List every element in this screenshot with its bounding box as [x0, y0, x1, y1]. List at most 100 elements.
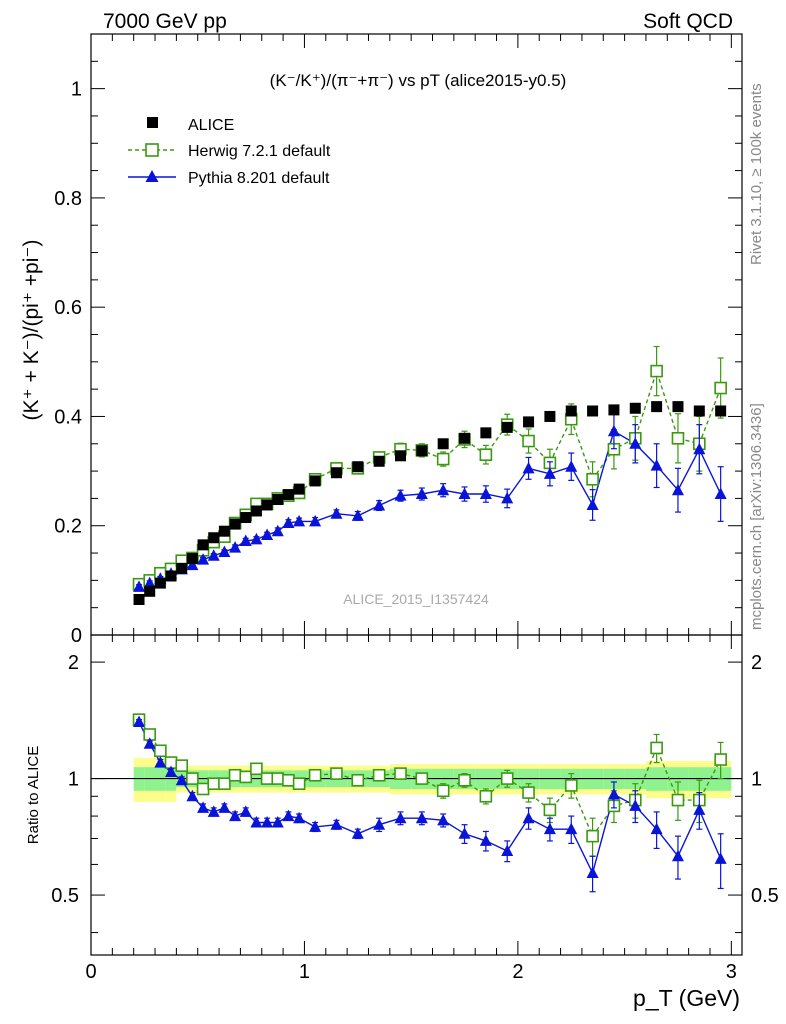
herwig-ratio-point: [175, 759, 189, 772]
pythia-point: [501, 491, 514, 504]
pythia-ratio-point: [186, 789, 199, 802]
alice-point: [272, 494, 284, 506]
y-tick-label-ratio: 0.5: [51, 885, 79, 907]
pythia-point: [351, 509, 364, 521]
alice-point: [459, 432, 471, 444]
herwig-ratio-point: [650, 741, 663, 755]
pythia-ratio-point: [207, 805, 220, 817]
pythia-point: [261, 528, 274, 541]
alice-point: [608, 404, 620, 416]
herwig-ratio-point: [671, 793, 685, 807]
pythia-ratio-point: [218, 801, 231, 813]
pythia-point: [629, 437, 642, 449]
pythia-point: [197, 553, 210, 565]
alice-point: [672, 401, 684, 413]
pythia-ratio-point: [607, 787, 620, 800]
energy-label: 7000 GeV pp: [103, 10, 227, 33]
y-tick-label-main: 0.4: [54, 406, 82, 428]
alice-point: [309, 475, 321, 487]
alice-point: [693, 405, 705, 417]
plot-title: (K⁻/K⁺)/(π⁻+π⁻) vs pT (alice2015-y0.5): [270, 71, 567, 90]
pythia-ratio-point: [394, 811, 407, 824]
alice-point: [197, 539, 209, 551]
pythia-ratio-point: [714, 852, 727, 864]
pythia-ratio-point: [239, 805, 252, 817]
y-tick-label-main: 0: [71, 625, 82, 647]
pythia-ratio-point: [415, 811, 428, 824]
pythia-ratio-point: [693, 803, 706, 815]
ratio-axis-ticks: 0 1 2 3 0.5 0.5 1 1 2 2: [51, 635, 779, 983]
alice-point: [250, 505, 262, 517]
pythia-point: [586, 498, 599, 510]
y-axis-label-ratio: Ratio to ALICE: [25, 746, 42, 844]
herwig-ratio-point: [239, 770, 253, 784]
pythia-point: [394, 489, 407, 501]
pythia-point: [522, 461, 535, 474]
y-axis-label-main: (K⁺ + K⁻)/(pi⁺ +pi⁻): [20, 240, 43, 421]
alice-point: [629, 402, 641, 414]
alice-point: [240, 512, 252, 524]
watermark: ALICE_2015_I1357424: [343, 591, 489, 607]
legend-label-pythia: Pythia 8.201 default: [188, 170, 330, 187]
herwig-ratio-point: [351, 773, 365, 787]
pythia-ratio-point: [586, 866, 599, 879]
y-tick-label-ratio-right: 1: [751, 769, 762, 791]
herwig-ratio-point: [500, 772, 514, 785]
pythia-line: [138, 430, 722, 588]
pythia-point: [693, 442, 706, 455]
y-tick-label-ratio: 1: [68, 769, 79, 791]
alice-point: [282, 489, 294, 501]
alice-point: [208, 532, 220, 544]
x-tick-label: 2: [512, 961, 523, 983]
herwig-ratio-point: [308, 768, 322, 782]
pythia-ratio-point: [437, 813, 450, 826]
pythia-point: [373, 499, 386, 511]
alice-point: [154, 577, 166, 589]
herwig-ratio-point: [271, 772, 285, 785]
pythia-ratio-point: [282, 809, 295, 822]
category-label: Soft QCD: [643, 10, 733, 33]
x-tick-label: 3: [726, 961, 737, 983]
herwig-point: [479, 448, 493, 462]
pythia-point: [143, 576, 156, 589]
pythia-ratio-point: [261, 816, 274, 828]
herwig-ratio-point: [154, 744, 167, 758]
pythia-ratio-point: [271, 816, 284, 828]
y-tick-label-ratio-right: 2: [751, 652, 762, 674]
pythia-point: [133, 580, 146, 592]
pythia-ratio-point: [650, 822, 663, 835]
alice-point: [229, 518, 241, 530]
herwig-point: [436, 452, 450, 466]
pythia-ratio-point: [250, 816, 263, 828]
pythia-point: [479, 487, 492, 500]
ratio-panel-frame: [90, 634, 743, 956]
rivet-label: Rivet 3.1.10, ≥ 100k events: [748, 83, 765, 265]
pythia-point: [309, 514, 322, 527]
herwig-ratio-point: [586, 829, 599, 843]
pythia-point: [607, 424, 620, 437]
herwig-point: [522, 434, 535, 448]
x-axis-label: p_T (GeV): [633, 985, 740, 1011]
pythia-ratio-point: [154, 756, 167, 768]
mcplots-label: mcplots.cern.ch [arXiv:1306.3436]: [748, 403, 765, 630]
herwig-ratio-point: [218, 777, 231, 790]
pythia-ratio-point: [197, 801, 210, 813]
alice-point: [651, 401, 663, 413]
herwig-ratio-point: [196, 782, 210, 796]
pythia-point: [239, 534, 252, 547]
pythia-ratio-point: [165, 765, 178, 777]
alice-point: [715, 405, 727, 417]
herwig-ratio-point: [436, 784, 450, 798]
alice-point: [416, 445, 428, 457]
pythia-ratio-point: [309, 820, 322, 832]
pythia-ratio-point: [501, 844, 514, 856]
pythia-point: [330, 507, 343, 519]
herwig-ratio-point: [186, 772, 199, 785]
pythia-point: [543, 467, 556, 479]
pythia-ratio-point: [175, 773, 188, 786]
pythia-ratio-point: [565, 822, 578, 835]
ratio-series-marks: [132, 713, 727, 893]
alice-point: [261, 499, 273, 511]
